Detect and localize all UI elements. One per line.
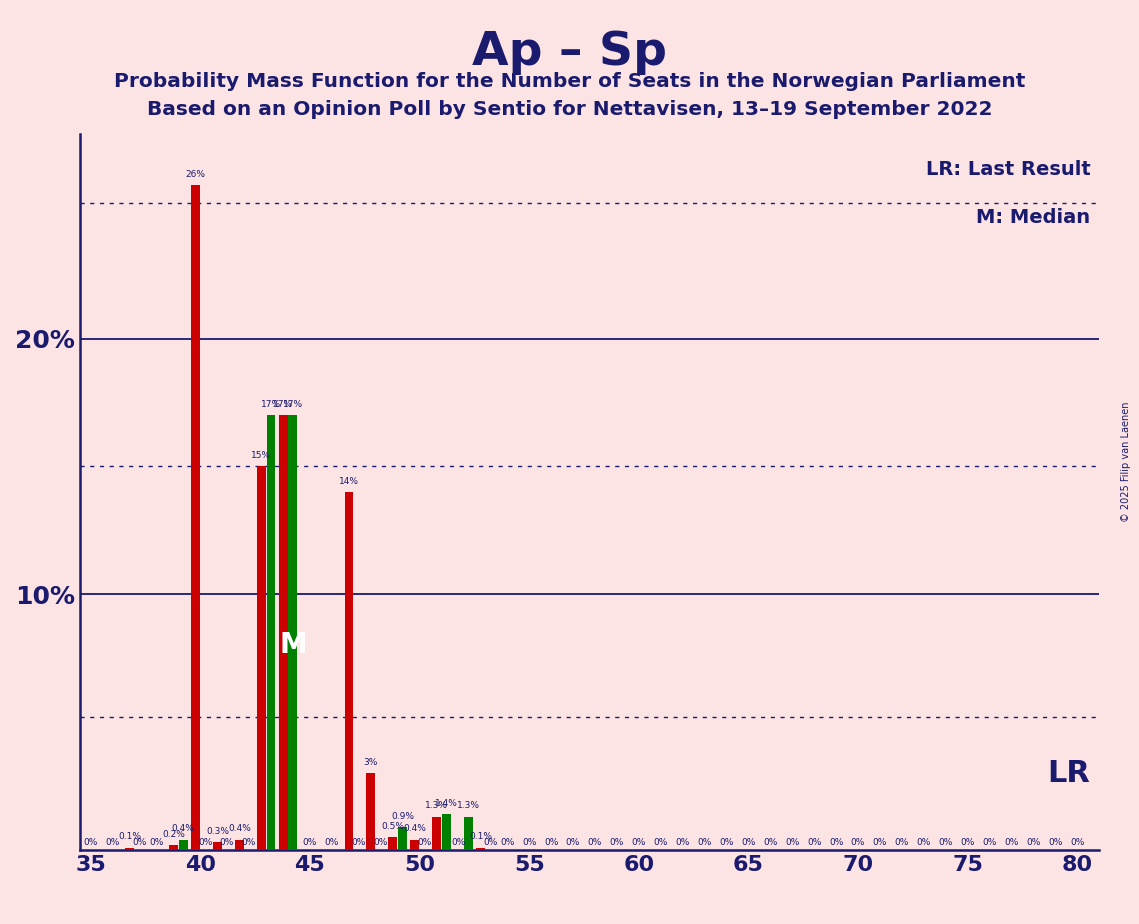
Text: M: M <box>279 631 306 660</box>
Text: 0.3%: 0.3% <box>206 827 229 836</box>
Text: 0%: 0% <box>544 838 558 847</box>
Text: 0%: 0% <box>851 838 866 847</box>
Text: 0%: 0% <box>303 838 317 847</box>
Text: 0.2%: 0.2% <box>162 830 185 839</box>
Bar <box>235 840 244 850</box>
Bar <box>213 843 222 850</box>
Text: 0.9%: 0.9% <box>391 811 413 821</box>
Text: © 2025 Filip van Laenen: © 2025 Filip van Laenen <box>1121 402 1131 522</box>
Text: 0%: 0% <box>352 838 366 847</box>
Bar <box>476 847 485 850</box>
Text: 0%: 0% <box>588 838 603 847</box>
Bar <box>432 817 441 850</box>
Text: 0.4%: 0.4% <box>403 824 426 833</box>
Text: 3%: 3% <box>363 758 378 767</box>
Text: 0%: 0% <box>785 838 800 847</box>
Text: 0%: 0% <box>220 838 235 847</box>
Bar <box>257 467 265 850</box>
Bar <box>410 840 419 850</box>
Text: 0%: 0% <box>451 838 466 847</box>
Bar <box>267 415 276 850</box>
Text: 0%: 0% <box>654 838 667 847</box>
Bar <box>170 845 178 850</box>
Text: 0%: 0% <box>631 838 646 847</box>
Text: 0%: 0% <box>198 838 212 847</box>
Text: 17%: 17% <box>261 400 281 409</box>
Text: 17%: 17% <box>273 400 293 409</box>
Text: 0%: 0% <box>806 838 821 847</box>
Text: 0%: 0% <box>483 838 498 847</box>
Text: 0%: 0% <box>829 838 843 847</box>
Text: 1.3%: 1.3% <box>457 801 480 810</box>
Text: 0%: 0% <box>719 838 734 847</box>
Text: 0%: 0% <box>566 838 580 847</box>
Text: 0%: 0% <box>374 838 387 847</box>
Text: 0.5%: 0.5% <box>382 822 404 831</box>
Text: 0.4%: 0.4% <box>172 824 195 833</box>
Text: 15%: 15% <box>252 451 271 460</box>
Text: 0%: 0% <box>982 838 997 847</box>
Text: Ap – Sp: Ap – Sp <box>472 30 667 75</box>
Bar <box>345 492 353 850</box>
Text: 0%: 0% <box>697 838 712 847</box>
Text: 0%: 0% <box>241 838 256 847</box>
Text: M: Median: M: Median <box>976 208 1090 227</box>
Text: 0%: 0% <box>609 838 624 847</box>
Text: 0%: 0% <box>522 838 536 847</box>
Text: 0%: 0% <box>872 838 887 847</box>
Bar <box>442 814 451 850</box>
Text: 14%: 14% <box>339 477 359 486</box>
Bar <box>179 840 188 850</box>
Bar <box>288 415 297 850</box>
Text: 0%: 0% <box>741 838 755 847</box>
Text: LR: Last Result: LR: Last Result <box>926 160 1090 178</box>
Text: 26%: 26% <box>186 170 205 178</box>
Text: 0%: 0% <box>149 838 164 847</box>
Text: 0%: 0% <box>675 838 690 847</box>
Text: 0%: 0% <box>1005 838 1018 847</box>
Text: 0.1%: 0.1% <box>118 833 141 841</box>
Text: 0%: 0% <box>417 838 432 847</box>
Bar <box>464 817 473 850</box>
Text: 0%: 0% <box>917 838 931 847</box>
Text: 0%: 0% <box>500 838 515 847</box>
Text: 0%: 0% <box>83 838 98 847</box>
Bar <box>125 847 134 850</box>
Text: 0%: 0% <box>325 838 339 847</box>
Bar <box>398 827 407 850</box>
Text: 0%: 0% <box>894 838 909 847</box>
Bar <box>388 837 398 850</box>
Bar <box>191 185 199 850</box>
Text: 0%: 0% <box>1026 838 1041 847</box>
Text: 1.4%: 1.4% <box>435 799 458 808</box>
Text: 0%: 0% <box>939 838 953 847</box>
Text: 0%: 0% <box>960 838 975 847</box>
Bar <box>367 773 375 850</box>
Text: 0%: 0% <box>132 838 147 847</box>
Text: 0%: 0% <box>1070 838 1084 847</box>
Text: Probability Mass Function for the Number of Seats in the Norwegian Parliament: Probability Mass Function for the Number… <box>114 72 1025 91</box>
Text: LR: LR <box>1048 759 1090 788</box>
Text: 0.1%: 0.1% <box>469 833 492 841</box>
Bar <box>279 415 287 850</box>
Text: 0%: 0% <box>763 838 778 847</box>
Text: 0%: 0% <box>1048 838 1063 847</box>
Text: Based on an Opinion Poll by Sentio for Nettavisen, 13–19 September 2022: Based on an Opinion Poll by Sentio for N… <box>147 100 992 119</box>
Text: 17%: 17% <box>282 400 303 409</box>
Text: 0.4%: 0.4% <box>228 824 251 833</box>
Text: 1.3%: 1.3% <box>425 801 448 810</box>
Text: 0%: 0% <box>106 838 120 847</box>
